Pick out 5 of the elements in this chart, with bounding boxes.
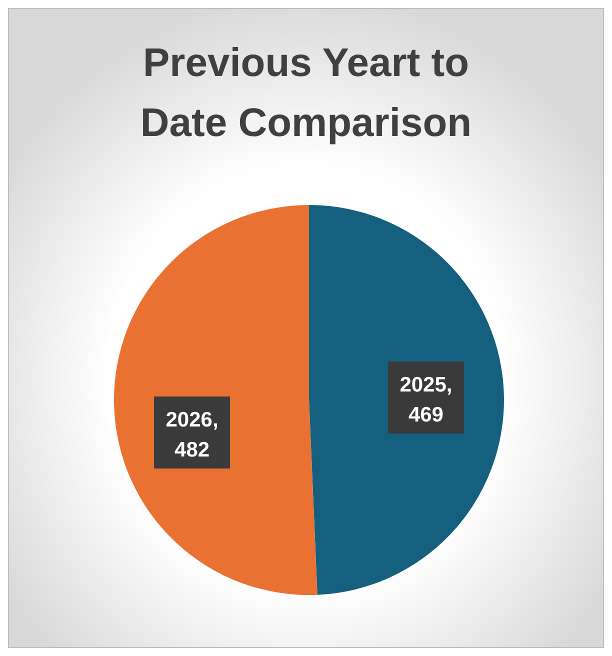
data-label: 2025, 469	[400, 373, 452, 426]
chart-title: Previous Yeart to Date Comparison	[140, 41, 472, 145]
pie-slice	[114, 205, 318, 595]
pie-slice	[309, 205, 504, 595]
data-label: 2026, 482	[166, 408, 218, 462]
